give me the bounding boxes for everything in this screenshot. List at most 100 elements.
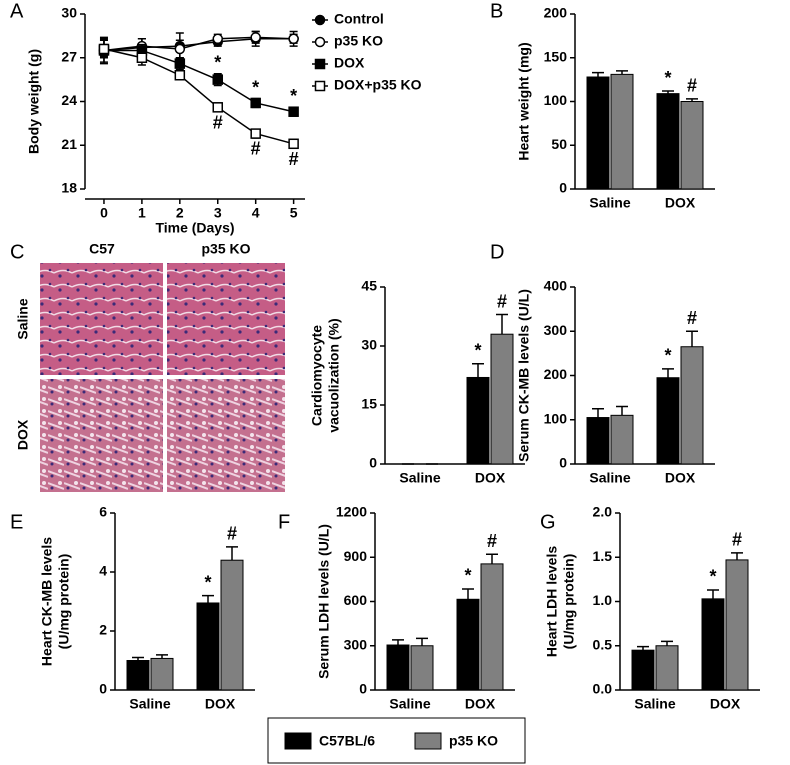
legend-label: DOX+p35 KO (334, 77, 422, 93)
bar (610, 414, 634, 465)
error-bar (662, 368, 674, 378)
histology-image (167, 263, 285, 375)
y-axis-label: vacuolization (%) (326, 318, 342, 432)
bar (490, 333, 514, 465)
y-tick-label: 0 (559, 455, 567, 471)
significance: # (687, 308, 697, 328)
data-point (174, 43, 186, 55)
series-line (103, 36, 294, 52)
legend-swatch (414, 732, 442, 750)
x-tick-label: 3 (214, 205, 222, 221)
y-tick-label: 15 (361, 396, 377, 412)
bar (631, 649, 655, 691)
y-tick-label: 1.5 (593, 548, 613, 564)
y-tick-label: 4 (99, 563, 107, 579)
x-tick-label: 5 (290, 205, 298, 221)
error-bar (662, 90, 674, 94)
error-bar (156, 654, 168, 659)
y-tick-label: 24 (61, 92, 77, 108)
significance: # (251, 139, 261, 159)
data-point (288, 106, 299, 117)
error-bar (731, 552, 743, 560)
y-tick-label: 1200 (336, 504, 367, 520)
panel-label: G (540, 511, 556, 533)
y-tick-label: 21 (61, 136, 77, 152)
legend-swatch (284, 732, 312, 750)
bar (126, 660, 150, 691)
x-tick-label: DOX (710, 696, 741, 712)
y-tick-label: 400 (544, 278, 568, 294)
y-axis-label: Heart weight (mg) (516, 42, 532, 160)
error-bar (392, 639, 404, 646)
y-tick-label: 300 (544, 322, 568, 338)
bar (680, 101, 704, 190)
y-tick-label: 0 (99, 681, 107, 697)
bar (196, 602, 220, 691)
data-point (212, 74, 224, 85)
panel-label: F (278, 511, 290, 533)
error-bar (661, 640, 673, 646)
y-tick-label: 100 (544, 92, 568, 108)
histology-column: p35 KO (201, 241, 250, 257)
panel-label: B (490, 0, 503, 22)
legend-label: DOX (334, 55, 365, 71)
data-point (250, 32, 261, 43)
error-bar (462, 588, 474, 600)
y-axis-label: Heart CK-MB levels (39, 537, 55, 666)
error-bar (616, 405, 628, 416)
bar (456, 598, 480, 691)
y-tick-label: 0.5 (593, 636, 613, 652)
bar (410, 645, 434, 691)
x-tick-label: DOX (475, 470, 506, 486)
error-bar (686, 330, 698, 347)
x-axis-label: Time (Days) (155, 220, 234, 236)
panel-label: A (10, 0, 24, 22)
series-line (103, 48, 294, 145)
bar (150, 657, 174, 691)
histology-row: DOX (15, 419, 31, 450)
y-axis-label: Heart LDH levels (544, 546, 560, 657)
y-tick-label: 200 (544, 366, 568, 382)
histology: C57 p35 KO Saline DOX (15, 241, 285, 492)
data-point (250, 128, 261, 139)
panel-label: D (490, 241, 504, 263)
significance: * (204, 572, 211, 592)
y-tick-label: 18 (61, 180, 77, 196)
bar (655, 645, 679, 691)
x-tick-label: DOX (665, 470, 696, 486)
x-tick-label: DOX (205, 696, 236, 712)
data-point (174, 58, 186, 69)
error-bar (202, 594, 214, 603)
y-axis-label: Body weight (g) (26, 49, 42, 154)
legend-label: Control (334, 11, 384, 27)
data-point (288, 33, 299, 45)
x-tick-label: DOX (465, 696, 496, 712)
bar (480, 563, 504, 691)
y-tick-label: 200 (544, 5, 568, 21)
error-bar (616, 70, 628, 75)
y-tick-label: 1.0 (593, 592, 613, 608)
legend-label: p35 KO (334, 33, 383, 49)
bar (466, 376, 490, 465)
histology-column: C57 (89, 241, 115, 257)
legend-label: C57BL/6 (319, 733, 375, 749)
histology-image (167, 379, 285, 492)
y-tick-label: 0 (559, 180, 567, 196)
x-tick-label: Saline (399, 470, 440, 486)
legend-marker (314, 14, 326, 26)
bar (586, 76, 610, 190)
y-tick-label: 45 (361, 278, 377, 294)
data-point (174, 70, 186, 81)
y-axis-label: (U/mg protein) (561, 554, 577, 650)
x-tick-label: DOX (665, 195, 696, 211)
error-bar (686, 98, 698, 102)
y-tick-label: 0 (369, 455, 377, 471)
significance: * (474, 340, 481, 360)
x-tick-label: 0 (100, 205, 108, 221)
bar (610, 73, 634, 190)
error-bar (486, 553, 498, 564)
error-bar (226, 546, 238, 561)
y-tick-label: 6 (99, 504, 107, 520)
significance: * (252, 77, 259, 97)
x-tick-label: Saline (389, 696, 430, 712)
